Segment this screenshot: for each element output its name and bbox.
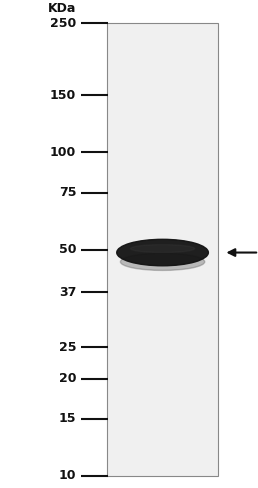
Bar bbox=[107, 23, 219, 476]
Text: 100: 100 bbox=[50, 146, 76, 159]
Text: 75: 75 bbox=[59, 186, 76, 199]
Ellipse shape bbox=[117, 239, 208, 266]
Text: 20: 20 bbox=[59, 372, 76, 385]
Text: 250: 250 bbox=[50, 17, 76, 30]
Text: 50: 50 bbox=[59, 243, 76, 256]
Text: 37: 37 bbox=[59, 285, 76, 299]
Text: 150: 150 bbox=[50, 89, 76, 102]
Text: 15: 15 bbox=[59, 412, 76, 426]
Text: 25: 25 bbox=[59, 341, 76, 354]
Ellipse shape bbox=[120, 253, 205, 270]
Text: 10: 10 bbox=[59, 469, 76, 483]
Ellipse shape bbox=[131, 244, 195, 253]
Text: KDa: KDa bbox=[48, 2, 76, 15]
